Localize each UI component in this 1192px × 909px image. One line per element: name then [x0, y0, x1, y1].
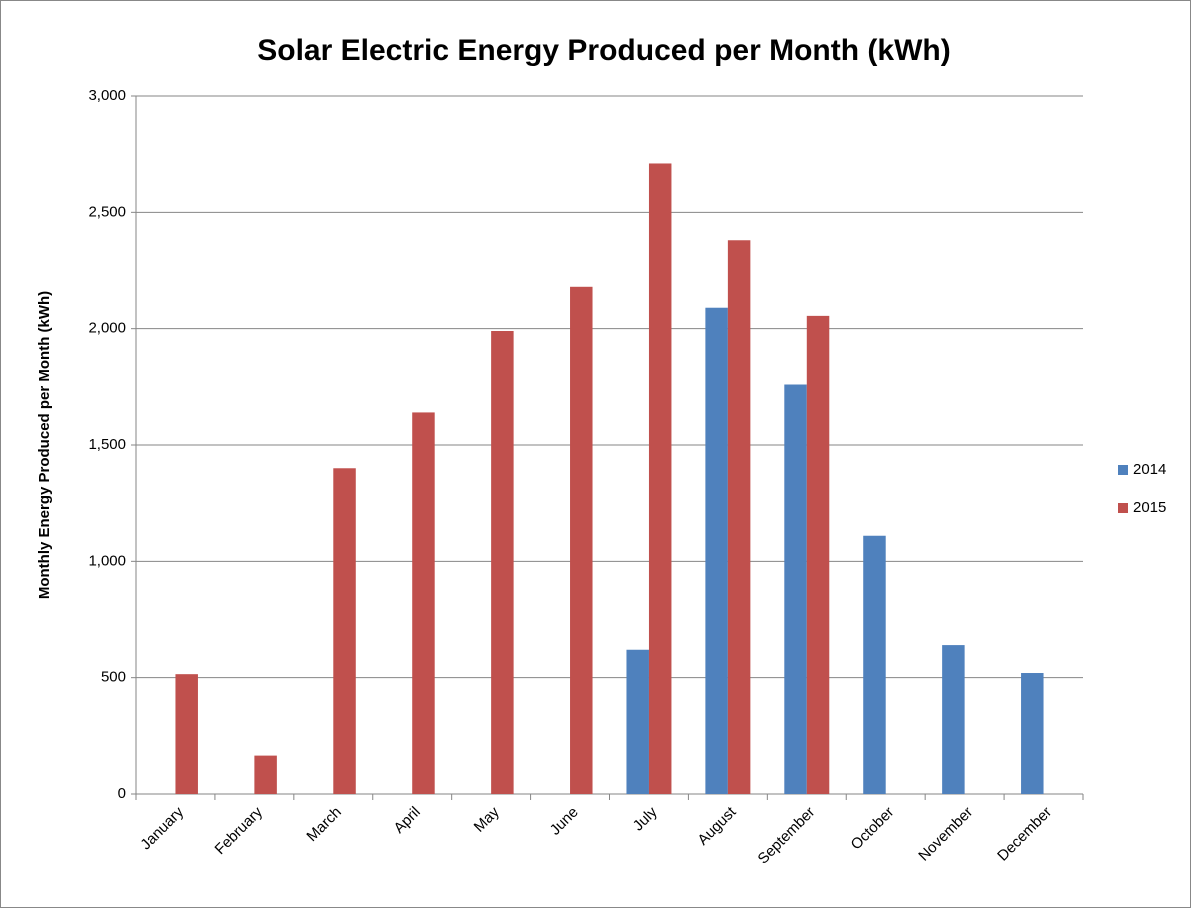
- bar: [254, 755, 277, 794]
- y-tick-label: 1,000: [88, 552, 126, 569]
- bar: [412, 412, 435, 794]
- legend-label: 2014: [1133, 461, 1166, 478]
- bar: [727, 240, 751, 795]
- bar: [863, 535, 886, 794]
- bar: [491, 330, 514, 794]
- bar: [570, 286, 593, 794]
- bar: [333, 468, 356, 794]
- y-tick-label: 0: [118, 785, 126, 802]
- y-tick-label: 3,000: [88, 87, 126, 104]
- y-tick-label: 2,000: [88, 320, 126, 337]
- legend-swatch: [1118, 465, 1128, 475]
- bar: [784, 384, 807, 794]
- legend-label: 2015: [1133, 499, 1166, 516]
- bar: [175, 674, 198, 794]
- y-tick-label: 2,500: [88, 203, 126, 220]
- legend-swatch: [1118, 503, 1128, 513]
- bar: [626, 649, 649, 794]
- bar: [942, 645, 965, 794]
- y-axis-label: Monthly Energy Produced per Month (kWh): [36, 291, 53, 599]
- y-tick-label: 500: [101, 669, 126, 686]
- bar: [1021, 673, 1044, 794]
- bar: [806, 315, 830, 794]
- y-tick-label: 1,500: [88, 436, 126, 453]
- chart-title: Solar Electric Energy Produced per Month…: [257, 34, 950, 67]
- bar: [705, 307, 728, 794]
- bar: [648, 163, 672, 794]
